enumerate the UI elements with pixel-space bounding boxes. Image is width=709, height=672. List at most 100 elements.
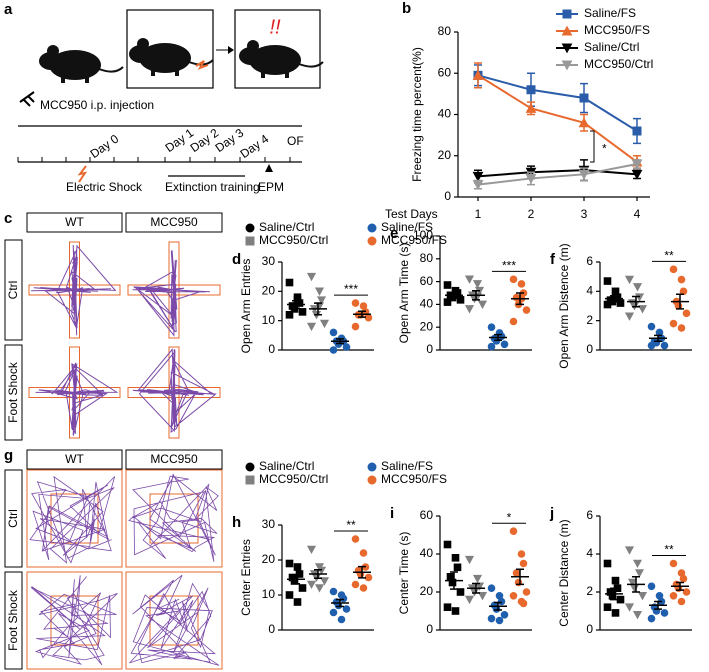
- column-label: WT: [65, 452, 84, 466]
- point: [629, 584, 640, 593]
- point: [500, 340, 509, 349]
- point: [631, 159, 643, 170]
- y-axis-label: Open Arm Distence (m): [557, 243, 571, 368]
- panel-label: j: [549, 505, 554, 522]
- point: [669, 319, 678, 328]
- alert: !!: [269, 16, 281, 38]
- point: [669, 265, 678, 274]
- injection-text: MCC950 i.p. injection: [40, 98, 154, 112]
- y-tick-label: 40: [420, 297, 434, 311]
- point: [443, 540, 452, 549]
- significance: **: [664, 543, 674, 557]
- y-tick-label: 10: [262, 313, 276, 327]
- column-header: [26, 449, 123, 470]
- sem-bar: [676, 581, 684, 591]
- track: [29, 475, 116, 564]
- point: [500, 611, 509, 619]
- point: [306, 272, 317, 282]
- sem-bar: [676, 293, 684, 310]
- point: [448, 578, 457, 587]
- point: [472, 280, 483, 289]
- y-tick-label: 0: [268, 342, 275, 356]
- point: [578, 117, 590, 128]
- point: [285, 311, 294, 319]
- y-tick-label: 0: [444, 189, 451, 203]
- point: [522, 306, 531, 314]
- of-label: OF: [287, 134, 304, 148]
- point: [526, 85, 536, 95]
- y-tick-label: 0: [586, 342, 593, 356]
- point: [655, 328, 664, 337]
- sem-bar: [632, 295, 640, 308]
- point: [319, 319, 330, 329]
- point: [456, 296, 465, 304]
- y-tick-label: 40: [438, 107, 452, 121]
- sem-bar: [494, 333, 502, 342]
- point: [285, 559, 294, 568]
- y-tick-label: 4: [586, 284, 593, 298]
- row-label: Foot Shock: [6, 589, 20, 651]
- sem-bar: [336, 598, 344, 608]
- sem-bar: [654, 600, 662, 610]
- x-tick-label: 3: [581, 207, 588, 221]
- point: [472, 69, 484, 80]
- y-tick-label: 80: [420, 251, 434, 265]
- legend-label: MCC950/FS: [381, 233, 447, 247]
- point: [329, 346, 338, 354]
- point: [647, 341, 656, 350]
- sem-bar: [494, 601, 502, 611]
- legend-marker: [367, 475, 377, 485]
- point: [293, 598, 302, 606]
- point: [632, 611, 643, 620]
- point: [682, 309, 691, 318]
- point: [359, 584, 368, 592]
- legend-marker: [367, 236, 377, 246]
- point: [359, 302, 368, 310]
- point: [314, 584, 325, 593]
- series-line: [477, 74, 638, 132]
- day-label: Day 0: [88, 131, 122, 161]
- point: [637, 592, 648, 601]
- significance: ***: [344, 282, 358, 296]
- legend-marker: [245, 223, 255, 233]
- point: [487, 614, 496, 623]
- point: [339, 594, 348, 603]
- point: [519, 559, 528, 568]
- y-tick-label: 0: [268, 622, 275, 636]
- legend-label: Saline/Ctrl: [584, 40, 639, 54]
- y-tick-label: 100: [413, 228, 433, 242]
- legend-label: MCC950/Ctrl: [584, 57, 653, 71]
- arena: [26, 469, 123, 568]
- y-tick-label: 80: [438, 24, 452, 38]
- point: [314, 302, 325, 311]
- point: [652, 607, 661, 615]
- point: [603, 559, 612, 568]
- point: [647, 614, 656, 623]
- point: [464, 595, 475, 605]
- row-header: [4, 239, 23, 341]
- point: [517, 280, 526, 288]
- y-tick-label: 60: [420, 508, 434, 522]
- point: [351, 322, 360, 331]
- point: [364, 313, 373, 322]
- series-line: [477, 74, 638, 163]
- point: [637, 305, 648, 314]
- point: [677, 597, 686, 606]
- epm-marker: [265, 164, 273, 172]
- row-label: Foot Shock: [6, 361, 20, 423]
- point: [525, 102, 537, 113]
- y-tick-label: 20: [420, 319, 434, 333]
- point: [443, 298, 452, 306]
- significance: ***: [502, 258, 516, 272]
- track: [30, 575, 118, 666]
- legend-label: MCC950/Ctrl: [259, 472, 328, 486]
- column-header: [125, 449, 223, 470]
- shock-icon: [77, 165, 88, 183]
- point: [453, 563, 462, 572]
- point: [451, 607, 460, 615]
- sem-bar: [292, 299, 300, 310]
- sem-bar: [472, 582, 480, 594]
- significance-bracket: [590, 130, 595, 163]
- sem-bar: [472, 289, 480, 301]
